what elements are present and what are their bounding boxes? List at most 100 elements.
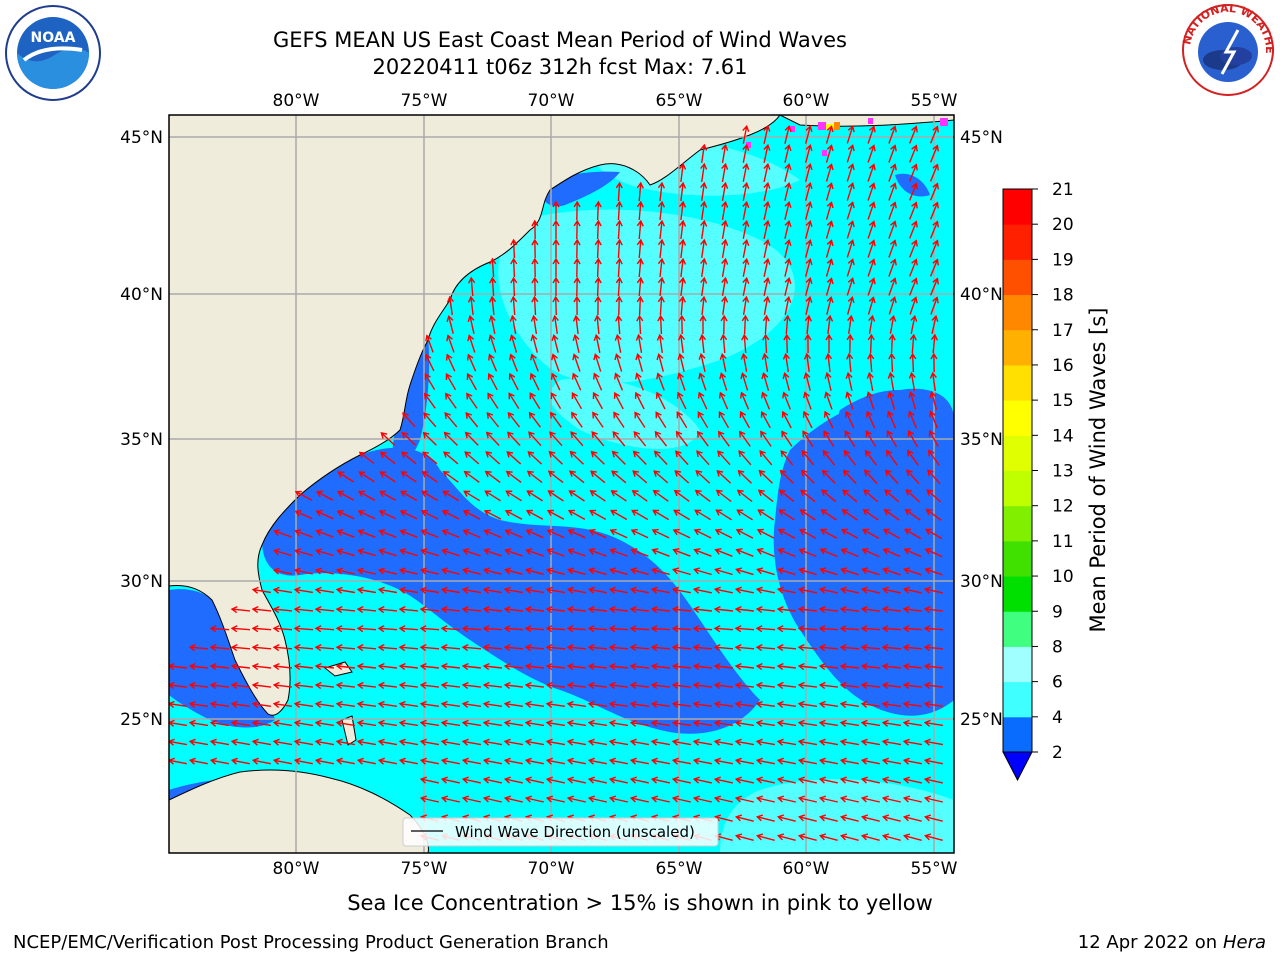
wind-wave-arrow: [713, 757, 733, 765]
wind-wave-arrow: [635, 352, 644, 372]
wind-wave-arrow: [734, 681, 754, 690]
wind-wave-arrow: [546, 528, 565, 539]
wind-wave-arrow: [756, 528, 775, 539]
wind-wave-arrow: [902, 643, 923, 652]
wind-wave-arrow: [293, 700, 314, 708]
wind-wave-arrow: [802, 410, 813, 429]
wind-wave-arrow: [273, 529, 292, 538]
wind-wave-arrow: [315, 490, 334, 501]
wind-wave-arrow: [482, 776, 502, 784]
wind-wave-arrow: [839, 643, 860, 652]
wind-wave-arrow: [378, 509, 397, 520]
wind-wave-arrow: [293, 586, 314, 594]
wind-wave-arrow: [776, 757, 796, 765]
wind-wave-arrow: [315, 548, 334, 557]
wind-wave-arrow: [272, 681, 292, 690]
colorbar-tick-label: 12: [1052, 497, 1074, 517]
wind-wave-arrow: [551, 314, 559, 335]
wind-wave-arrow: [510, 257, 518, 278]
wind-wave-arrow: [443, 431, 458, 446]
wind-wave-arrow: [825, 314, 834, 334]
wind-wave-arrow: [779, 469, 794, 484]
wind-wave-arrow: [863, 489, 879, 503]
wind-wave-arrow: [314, 605, 335, 614]
wind-wave-arrow: [608, 662, 628, 671]
wind-wave-arrow: [825, 239, 834, 258]
wind-wave-arrow: [614, 333, 622, 353]
wind-wave-arrow: [525, 509, 544, 520]
wind-wave-arrow: [721, 219, 729, 240]
wind-wave-arrow: [923, 833, 943, 841]
wind-wave-arrow: [525, 548, 544, 557]
wind-wave-arrow: [461, 662, 481, 671]
wind-wave-arrow: [740, 391, 750, 410]
wind-wave-arrow: [755, 833, 775, 841]
wind-wave-arrow: [209, 625, 230, 633]
wind-wave-arrow: [742, 257, 750, 277]
colorbar-tick-label: 17: [1052, 321, 1074, 341]
wind-wave-arrow: [742, 181, 750, 201]
wind-wave-arrow: [759, 450, 773, 466]
wind-wave-arrow: [593, 372, 603, 391]
wind-wave-arrow: [615, 238, 623, 259]
wind-wave-arrow: [587, 643, 608, 652]
wind-wave-arrow: [910, 314, 918, 334]
colorbar-block: [1003, 716, 1032, 753]
wind-wave-arrow: [590, 470, 606, 484]
wind-wave-arrow: [818, 776, 838, 784]
wind-wave-arrow: [272, 548, 292, 557]
wind-wave-arrow: [719, 352, 727, 372]
wind-wave-arrow: [567, 509, 586, 521]
wind-wave-arrow: [881, 605, 901, 614]
wind-wave-arrow: [549, 431, 563, 447]
wind-wave-arrow: [909, 220, 918, 239]
wind-wave-arrow: [860, 643, 881, 652]
wind-wave-arrow: [400, 490, 418, 502]
wind-wave-arrow: [839, 757, 859, 765]
wind-wave-arrow: [763, 124, 771, 144]
wind-wave-arrow: [608, 586, 628, 594]
wind-wave-arrow: [909, 201, 918, 220]
wind-wave-arrow: [440, 700, 461, 708]
wind-wave-arrow: [903, 567, 922, 576]
wind-wave-arrow: [608, 700, 629, 708]
wind-wave-arrow: [742, 124, 750, 144]
wind-wave-arrow: [888, 352, 896, 373]
wind-wave-arrow: [734, 662, 754, 671]
wind-wave-arrow: [336, 548, 355, 557]
wind-wave-arrow: [293, 625, 314, 633]
wind-wave-arrow: [467, 314, 475, 334]
wind-wave-arrow: [545, 738, 566, 746]
wind-wave-arrow: [209, 719, 230, 727]
wind-wave-arrow: [713, 643, 734, 652]
wind-wave-arrow: [483, 548, 502, 557]
wind-wave-arrow: [742, 219, 750, 239]
wind-wave-arrow: [549, 411, 562, 428]
wind-wave-arrow: [902, 833, 922, 841]
wind-wave-arrow: [860, 776, 880, 784]
wind-wave-arrow: [188, 738, 209, 746]
wind-wave-arrow: [524, 795, 544, 803]
wind-wave-arrow: [902, 814, 922, 822]
lon-label-bottom: 55°W: [911, 859, 958, 879]
wind-wave-arrow: [419, 738, 440, 746]
wind-wave-arrow: [846, 201, 855, 220]
wind-wave-arrow: [398, 662, 418, 671]
wind-wave-arrow: [594, 276, 602, 297]
wind-wave-arrow: [929, 390, 938, 410]
wind-wave-arrow: [902, 776, 922, 784]
wind-wave-arrow: [839, 833, 859, 841]
wind-wave-arrow: [529, 392, 541, 410]
wind-wave-arrow: [839, 662, 859, 671]
wind-wave-arrow: [335, 738, 356, 746]
wind-wave-arrow: [734, 586, 754, 594]
wind-wave-arrow: [377, 605, 398, 614]
wind-wave-arrow: [798, 567, 817, 576]
wind-wave-arrow: [526, 490, 543, 502]
colorbar-tick-label: 8: [1052, 637, 1063, 657]
wind-wave-arrow: [846, 144, 855, 163]
wind-wave-arrow: [440, 643, 461, 652]
wind-wave-arrow: [698, 372, 707, 391]
wind-wave-arrow: [923, 719, 944, 727]
colorbar-block: [1003, 294, 1032, 331]
